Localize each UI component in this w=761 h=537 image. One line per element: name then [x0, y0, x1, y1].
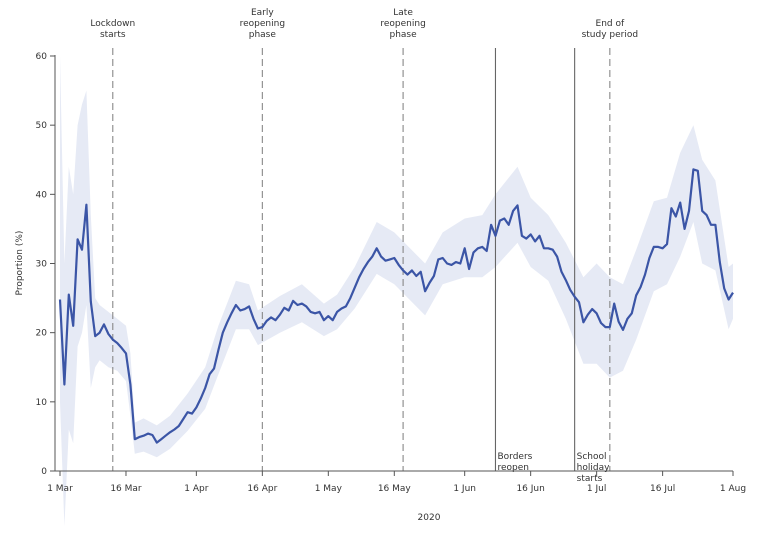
annotation-label-5-1: study period [582, 30, 639, 40]
annotation-label-0-0: Lockdown [90, 19, 135, 29]
x-axis-title: 2020 [418, 513, 441, 523]
confidence-band-layer [60, 56, 733, 527]
x-tick-label-8: 1 Jul [587, 484, 606, 494]
x-tick-label-2: 1 Apr [184, 484, 208, 494]
y-tick-label-60: 60 [36, 52, 48, 62]
x-tick-label-4: 1 May [315, 484, 343, 494]
annotation-label-1-2: phase [249, 30, 277, 40]
confidence-band [60, 56, 733, 527]
y-axis-title: Proportion (%) [15, 231, 25, 296]
annotation-label-1-1: reopening [240, 19, 285, 29]
series-line [58, 168, 734, 444]
x-tick-label-6: 1 Jun [453, 484, 476, 494]
annotation-label-3-0: Borders [497, 452, 532, 462]
x-tick-label-9: 16 Jul [650, 484, 675, 494]
annotation-label-0-1: starts [100, 30, 126, 40]
y-tick-label-0: 0 [41, 467, 47, 477]
y-tick-label-20: 20 [36, 329, 48, 339]
annotation-label-3-1: reopen [497, 463, 529, 473]
annotation-label-2-0: Late [393, 8, 413, 18]
annotation-label-2-1: reopening [380, 19, 425, 29]
y-tick-label-50: 50 [36, 121, 48, 131]
annotation-label-2-2: phase [390, 30, 418, 40]
x-tick-label-3: 16 Apr [247, 484, 277, 494]
tick-layer: 0 10 20 30 40 50 60 1 Mar 16 Mar 1 Apr 16 Apr 1 May… [36, 52, 747, 494]
y-tick-label-10: 10 [36, 398, 48, 408]
x-tick-label-7: 16 Jun [516, 484, 544, 494]
annotation-label-4-1: holiday [577, 463, 610, 473]
annotation-label-4-0: School [577, 452, 607, 462]
x-tick-label-10: 1 Aug [720, 484, 746, 494]
x-tick-label-0: 1 Mar [47, 484, 73, 494]
annotation-label-1-0: Early [251, 8, 274, 18]
y-tick-label-30: 30 [36, 260, 48, 270]
annotation-label-4-2: starts [577, 474, 603, 484]
annotation-label-5-0: End of [596, 19, 625, 29]
y-tick-label-40: 40 [36, 190, 48, 200]
x-tick-label-1: 16 Mar [110, 484, 142, 494]
series-line-layer [58, 168, 734, 444]
annotation-lines [112, 48, 611, 471]
annotation-labels: LockdownstartsEarlyreopeningphaseLatereo… [90, 8, 638, 484]
x-tick-label-5: 16 May [378, 484, 412, 494]
